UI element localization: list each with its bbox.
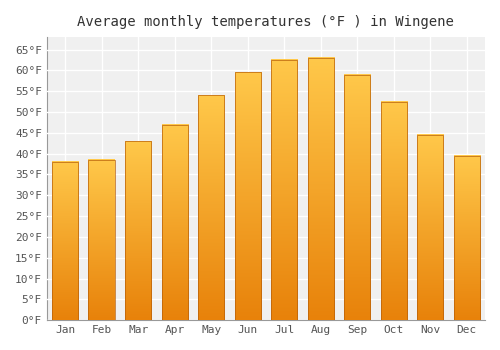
Bar: [454, 156, 480, 320]
Bar: [344, 75, 370, 320]
Bar: [52, 162, 78, 320]
Title: Average monthly temperatures (°F ) in Wingene: Average monthly temperatures (°F ) in Wi…: [78, 15, 454, 29]
Bar: [380, 102, 407, 320]
Bar: [234, 72, 261, 320]
Bar: [88, 160, 115, 320]
Bar: [162, 125, 188, 320]
Bar: [417, 135, 444, 320]
Bar: [125, 141, 152, 320]
Bar: [198, 96, 224, 320]
Bar: [308, 58, 334, 320]
Bar: [271, 60, 297, 320]
